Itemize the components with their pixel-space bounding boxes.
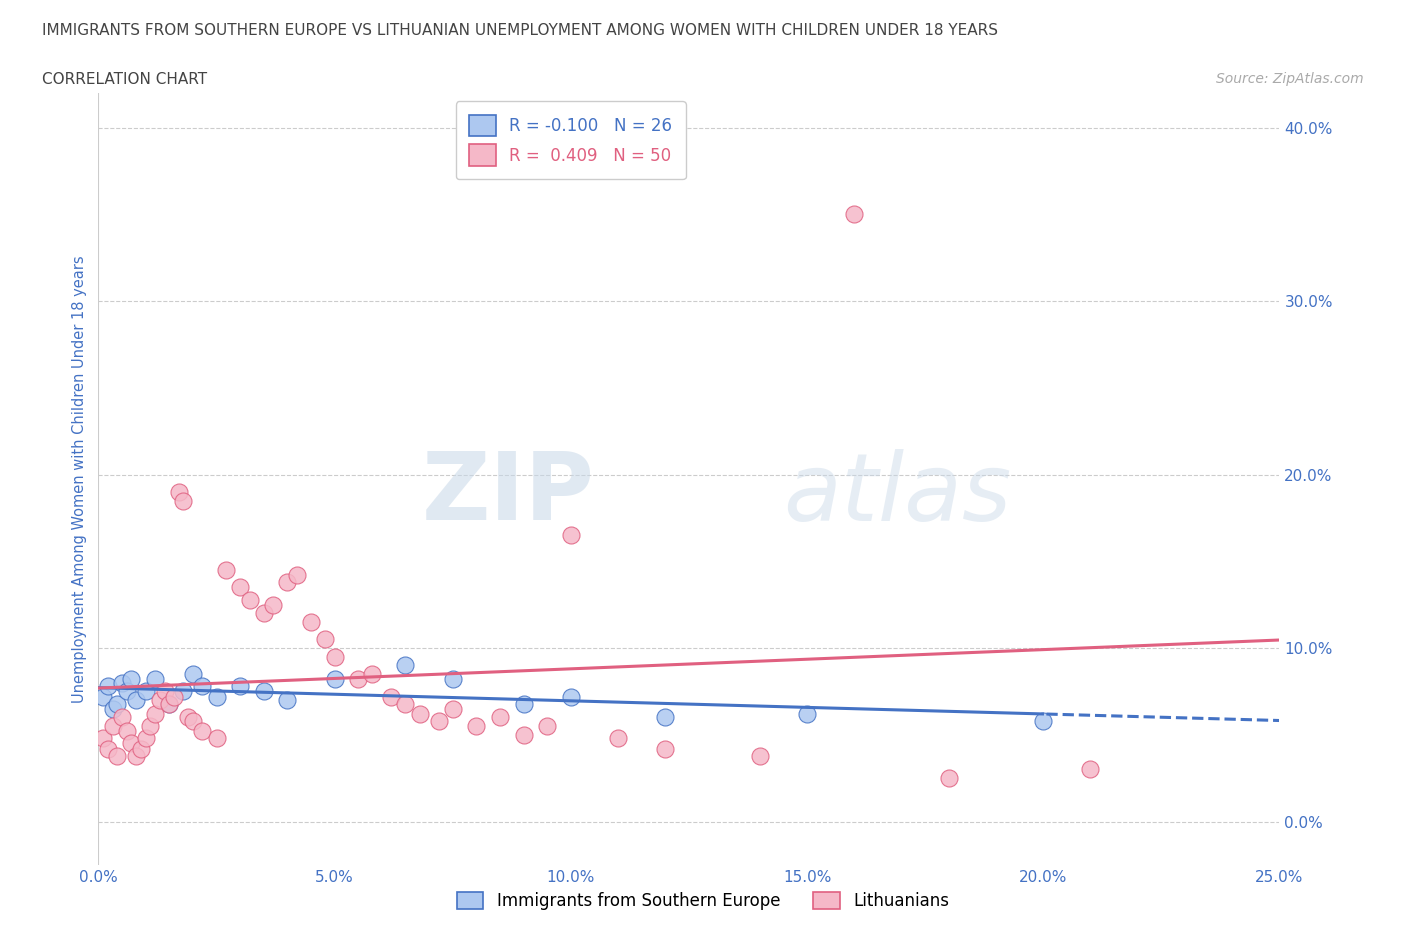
Point	[91, 731, 114, 746]
Point	[796, 707, 818, 722]
Text: ZIP: ZIP	[422, 448, 595, 540]
Point	[101, 719, 124, 734]
Point	[512, 697, 534, 711]
Point	[121, 736, 143, 751]
Point	[276, 693, 298, 708]
Point	[1032, 713, 1054, 728]
Point	[121, 671, 143, 686]
Point	[408, 707, 430, 722]
Legend: Immigrants from Southern Europe, Lithuanians: Immigrants from Southern Europe, Lithuan…	[450, 885, 956, 917]
Point	[239, 592, 262, 607]
Point	[938, 771, 960, 786]
Point	[205, 689, 228, 704]
Point	[105, 748, 128, 763]
Legend: R = -0.100   N = 26, R =  0.409   N = 50: R = -0.100 N = 26, R = 0.409 N = 50	[456, 101, 686, 179]
Point	[560, 528, 582, 543]
Point	[191, 724, 214, 738]
Point	[229, 580, 252, 595]
Point	[299, 615, 322, 630]
Point	[314, 632, 336, 647]
Point	[347, 671, 370, 686]
Point	[111, 675, 134, 690]
Point	[380, 689, 402, 704]
Point	[512, 727, 534, 742]
Text: IMMIGRANTS FROM SOUTHERN EUROPE VS LITHUANIAN UNEMPLOYMENT AMONG WOMEN WITH CHIL: IMMIGRANTS FROM SOUTHERN EUROPE VS LITHU…	[42, 23, 998, 38]
Point	[115, 684, 138, 698]
Point	[97, 741, 120, 756]
Point	[105, 697, 128, 711]
Point	[654, 741, 676, 756]
Point	[394, 658, 416, 673]
Point	[153, 684, 176, 698]
Text: CORRELATION CHART: CORRELATION CHART	[42, 72, 207, 86]
Point	[394, 697, 416, 711]
Point	[181, 667, 204, 682]
Point	[844, 207, 866, 222]
Point	[163, 689, 186, 704]
Point	[97, 679, 120, 694]
Point	[157, 697, 180, 711]
Point	[149, 693, 172, 708]
Point	[607, 731, 630, 746]
Text: Source: ZipAtlas.com: Source: ZipAtlas.com	[1216, 72, 1364, 86]
Point	[427, 713, 450, 728]
Point	[323, 649, 346, 664]
Point	[177, 710, 200, 724]
Point	[125, 693, 148, 708]
Point	[441, 671, 464, 686]
Y-axis label: Unemployment Among Women with Children Under 18 years: Unemployment Among Women with Children U…	[72, 255, 87, 703]
Point	[205, 731, 228, 746]
Point	[323, 671, 346, 686]
Point	[560, 689, 582, 704]
Point	[115, 724, 138, 738]
Point	[229, 679, 252, 694]
Point	[253, 684, 276, 698]
Point	[654, 710, 676, 724]
Point	[489, 710, 512, 724]
Point	[285, 568, 308, 583]
Point	[262, 597, 284, 612]
Point	[276, 575, 298, 590]
Point	[191, 679, 214, 694]
Point	[143, 707, 166, 722]
Point	[172, 684, 194, 698]
Point	[125, 748, 148, 763]
Point	[157, 697, 180, 711]
Point	[91, 689, 114, 704]
Point	[111, 710, 134, 724]
Point	[135, 731, 157, 746]
Point	[465, 719, 488, 734]
Point	[215, 563, 238, 578]
Point	[129, 741, 152, 756]
Point	[135, 684, 157, 698]
Point	[143, 671, 166, 686]
Point	[253, 606, 276, 621]
Text: atlas: atlas	[783, 449, 1012, 540]
Point	[361, 667, 384, 682]
Point	[441, 701, 464, 716]
Point	[172, 493, 194, 508]
Point	[167, 485, 190, 499]
Point	[748, 748, 770, 763]
Point	[1080, 762, 1102, 777]
Point	[139, 719, 162, 734]
Point	[101, 701, 124, 716]
Point	[536, 719, 558, 734]
Point	[181, 713, 204, 728]
